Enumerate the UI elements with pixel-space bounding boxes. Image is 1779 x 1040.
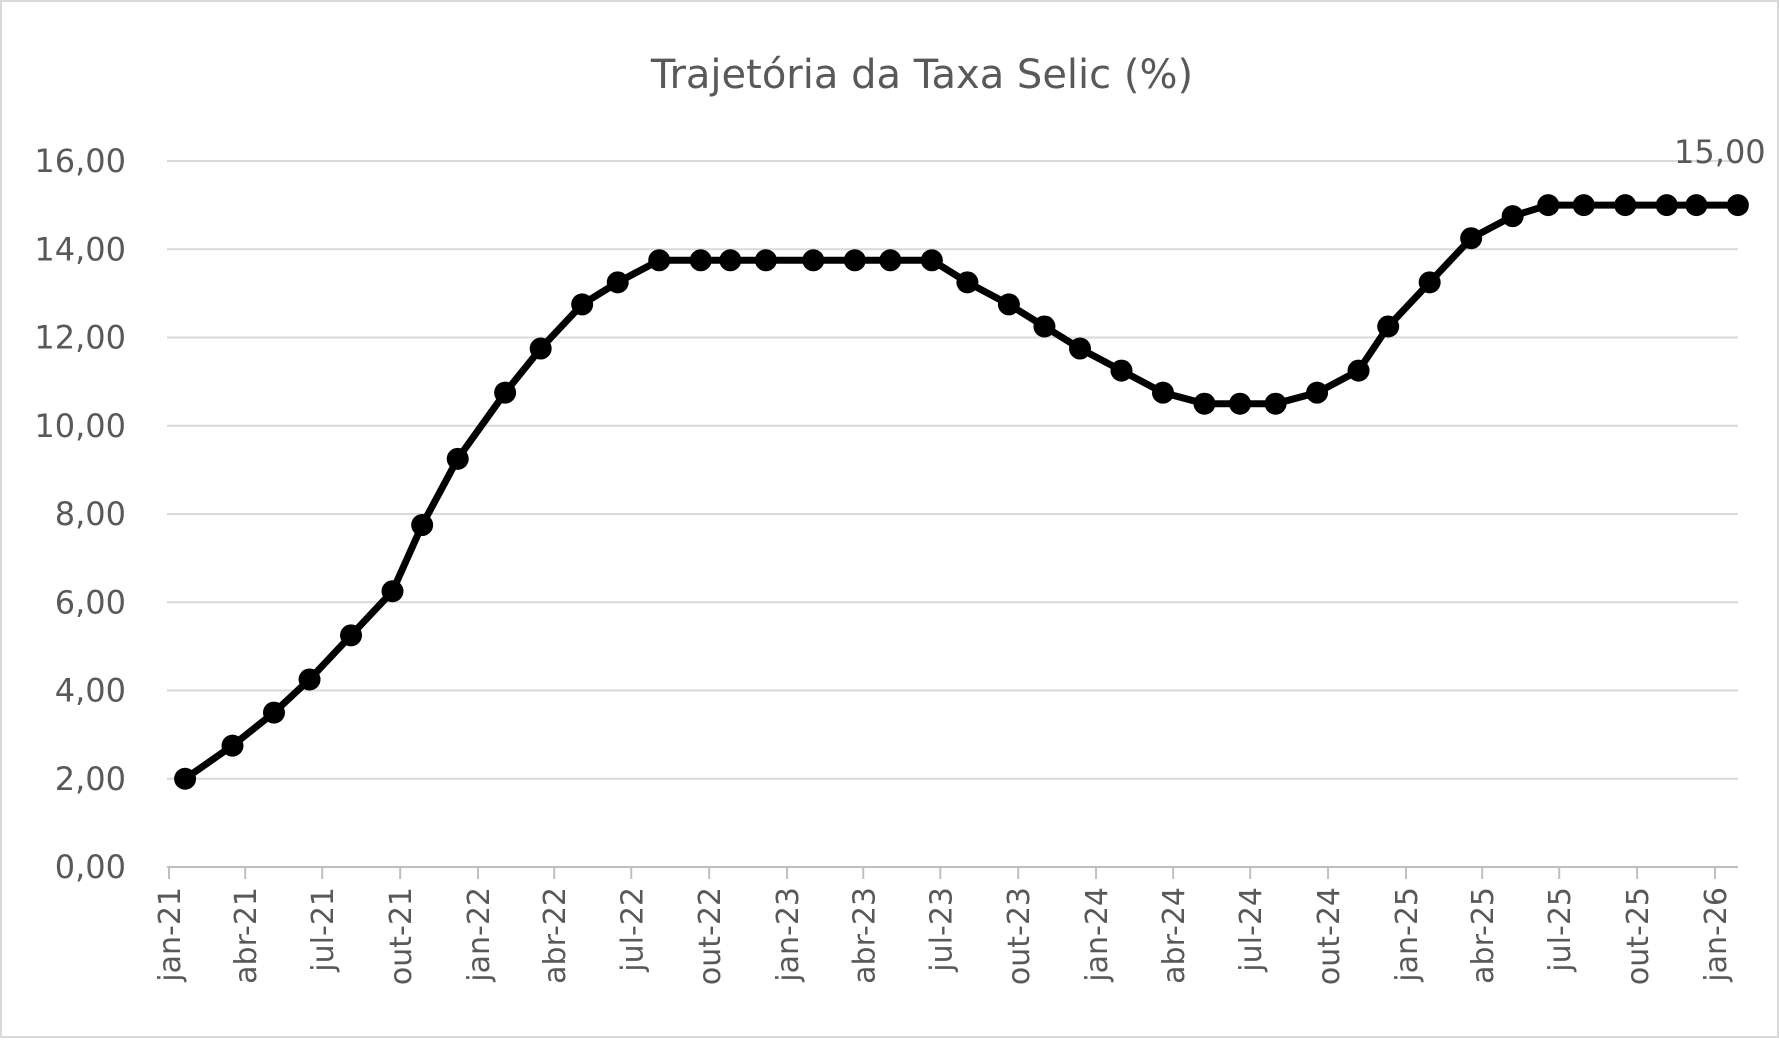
data-point [1685, 194, 1708, 217]
x-tick-label: jul-23 [924, 887, 959, 973]
x-tick-label: out-25 [1621, 887, 1656, 985]
x-tick-label: jan-24 [1080, 887, 1115, 983]
data-point [754, 249, 777, 272]
data-point [1655, 194, 1678, 217]
data-point [529, 337, 552, 360]
data-point [802, 249, 825, 272]
chart-title: Trajetória da Taxa Selic (%) [650, 52, 1193, 98]
y-tick-label: 8,00 [55, 495, 126, 533]
x-tick-label: jul-24 [1234, 887, 1269, 973]
y-tick-label: 16,00 [34, 142, 126, 180]
data-point [1726, 194, 1749, 217]
x-tick-label: abr-22 [538, 887, 573, 984]
data-point [1033, 315, 1056, 338]
data-point [648, 249, 671, 272]
x-tick-label: abr-25 [1466, 887, 1501, 984]
x-tick-label: out-23 [1002, 887, 1037, 985]
data-point [1377, 315, 1400, 338]
x-tick-label: jan-22 [462, 887, 497, 983]
data-point [606, 271, 629, 294]
y-tick-label: 12,00 [34, 319, 126, 357]
data-point [1347, 359, 1370, 382]
x-tick-label: jan-23 [771, 887, 806, 983]
x-tick-label: jul-22 [615, 887, 650, 973]
data-point [262, 701, 285, 724]
x-tick-label: out-21 [384, 887, 419, 985]
data-point [411, 514, 434, 537]
y-tick-label: 2,00 [55, 760, 126, 798]
gridlines [167, 160, 1738, 868]
x-tick-label: jan-26 [1699, 887, 1734, 983]
x-tick-label: abr-21 [229, 887, 264, 984]
y-tick-label: 0,00 [55, 848, 126, 886]
y-tick-label: 10,00 [34, 407, 126, 445]
x-tick-label: jan-25 [1390, 887, 1425, 983]
x-tick-label: abr-23 [847, 887, 882, 984]
data-point [340, 624, 363, 647]
data-point [689, 249, 712, 272]
x-tick-label: jan-21 [153, 887, 188, 983]
data-point [221, 734, 244, 757]
x-tick-label: abr-24 [1157, 887, 1192, 984]
data-point [298, 668, 321, 691]
data-point [1614, 194, 1637, 217]
data-point [571, 293, 594, 316]
data-point [997, 293, 1020, 316]
y-tick-label: 6,00 [55, 583, 126, 621]
data-point [1069, 337, 1092, 360]
data-point [1418, 271, 1441, 294]
y-tick-label: 4,00 [55, 672, 126, 710]
data-point [1537, 194, 1560, 217]
series-selic [174, 194, 1749, 790]
data-point [843, 249, 866, 272]
data-point [494, 381, 517, 404]
data-point [879, 249, 902, 272]
data-point [446, 447, 469, 470]
x-tick-label: jul-21 [306, 887, 341, 973]
data-point [1501, 205, 1524, 228]
data-point [381, 580, 404, 603]
x-axis: jan-21 abr-21 jul-21 out-21 jan-22 abr-22 jul-… [153, 867, 1734, 985]
data-point [174, 767, 197, 790]
data-point [1264, 392, 1287, 415]
y-tick-label: 14,00 [34, 230, 126, 268]
data-point [1572, 194, 1595, 217]
x-tick-label: out-22 [693, 887, 728, 985]
data-point [1151, 381, 1174, 404]
data-point [1110, 359, 1133, 382]
x-tick-label: out-24 [1312, 887, 1347, 985]
last-value-label: 15,00 [1674, 133, 1766, 171]
data-point [1460, 227, 1483, 250]
data-point [1193, 392, 1216, 415]
data-point [1306, 381, 1329, 404]
y-axis: 0,00 2,00 4,00 6,00 8,00 10,00 12,00 14,00 16,00 [34, 142, 126, 886]
data-point [719, 249, 742, 272]
data-point [920, 249, 943, 272]
data-point [1229, 392, 1252, 415]
data-point [956, 271, 979, 294]
x-tick-label: jul-25 [1543, 887, 1578, 973]
